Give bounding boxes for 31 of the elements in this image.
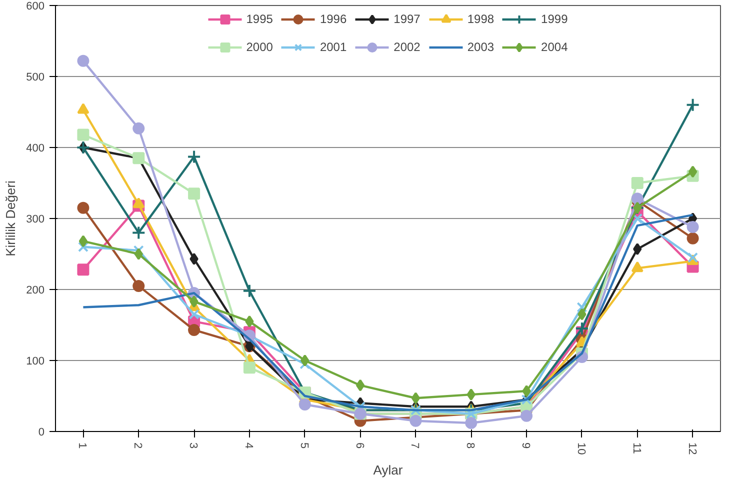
y-tick-label: 100: [26, 356, 45, 368]
legend-label: 1996: [320, 12, 347, 26]
y-tick-label: 600: [26, 0, 45, 12]
x-tick-label: 7: [408, 442, 421, 449]
x-tick-label: 11: [630, 442, 642, 454]
legend-label: 2000: [246, 40, 273, 54]
legend-label: 1999: [541, 12, 568, 26]
y-tick-label: 500: [26, 72, 45, 84]
legend-label: 2003: [467, 40, 494, 54]
legend-label: 2001: [320, 40, 347, 54]
legend-label: 1997: [394, 12, 420, 26]
x-axis-title: Aylar: [373, 462, 404, 478]
x-tick-label: 8: [464, 442, 476, 449]
x-tick-label: 3: [187, 442, 200, 449]
x-tick-label: 6: [353, 442, 366, 449]
y-tick-label: 300: [26, 214, 45, 226]
x-tick-label: 2: [132, 442, 144, 449]
y-tick-label: 0: [38, 426, 45, 438]
x-tick-label: 9: [520, 442, 532, 449]
legend-label: 1998: [467, 12, 494, 26]
x-tick-label: 12: [686, 442, 698, 455]
x-tick-label: 5: [298, 442, 310, 449]
y-tick-label: 400: [26, 142, 45, 154]
legend-label: 1995: [246, 12, 273, 26]
legend-label: 2002: [394, 40, 420, 54]
x-tick-label: 1: [76, 442, 88, 449]
legend-label: 2004: [541, 40, 568, 54]
y-tick-label: 200: [26, 284, 45, 296]
x-tick-label: 10: [574, 442, 587, 455]
y-axis-title: Kirlilik Değeri: [3, 180, 18, 256]
x-tick-label: 4: [242, 442, 254, 449]
